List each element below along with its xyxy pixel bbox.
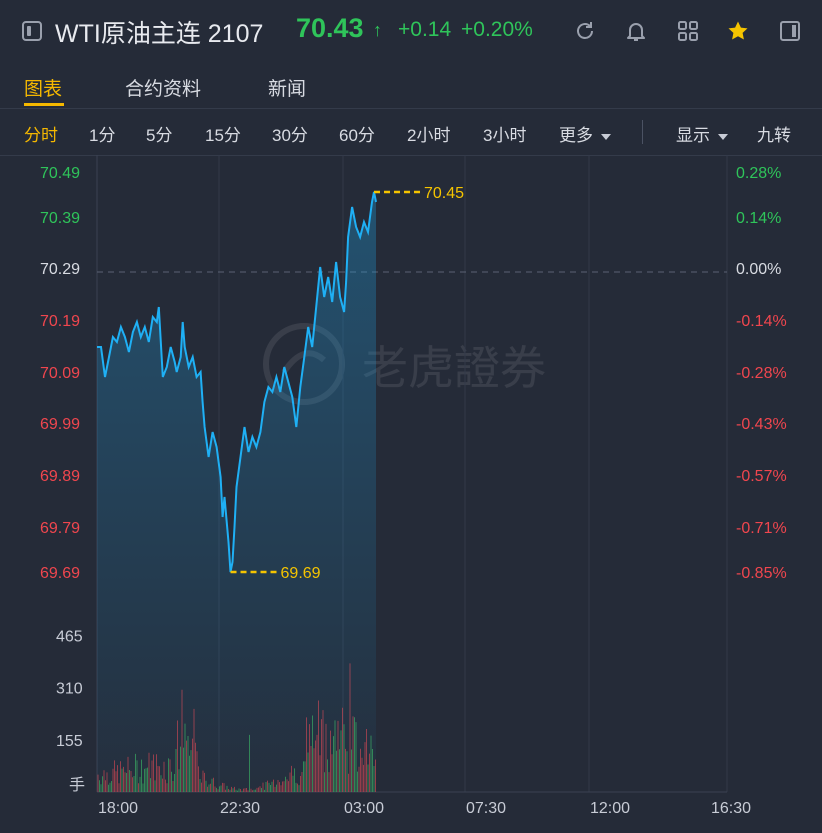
nine-turn-button[interactable]: 九转 (757, 126, 791, 145)
panel-icon[interactable] (779, 20, 801, 42)
percent-tick-label: -0.71% (736, 520, 787, 537)
watermark-text: 老虎證券 (362, 341, 546, 395)
active-tab-indicator (24, 103, 64, 106)
timeframe-bar: 分时 1分 5分 15分 30分 60分 2小时 3小时 更多 显示 九转 (0, 109, 822, 156)
price-tick-label: 69.79 (40, 520, 80, 537)
tab-chart[interactable]: 图表 (24, 79, 63, 100)
time-axis: 18:00 22:30 03:00 07:30 12:00 16:30 (98, 800, 751, 817)
percent-tick-label: -0.28% (736, 365, 787, 382)
header-bar: WTI原油主连 2107 70.43 ↑ +0.14 +0.20% (0, 0, 822, 62)
volume-tick-label: 465 (56, 629, 83, 646)
timeframe-60m[interactable]: 60分 (339, 126, 375, 145)
time-tick-label: 03:00 (344, 800, 384, 817)
time-tick-label: 07:30 (466, 800, 506, 817)
percent-axis-right: 0.28% 0.14% 0.00% -0.14% -0.28% -0.43% -0.57% -… (736, 165, 787, 582)
timeframe-3h[interactable]: 3小时 (483, 126, 527, 145)
percent-tick-label: 0.00% (736, 261, 781, 278)
more-timeframes-dropdown[interactable]: 更多 (559, 121, 611, 146)
price-tick-label: 70.29 (40, 261, 80, 278)
percent-tick-label: -0.85% (736, 565, 787, 582)
percent-tick-label: 0.14% (736, 210, 781, 227)
percent-tick-label: -0.14% (736, 313, 787, 330)
timeframe-30m[interactable]: 30分 (272, 126, 308, 145)
volume-axis: 465 310 155 手 (56, 629, 85, 794)
volume-tick-label: 310 (56, 681, 83, 698)
bell-icon[interactable] (625, 20, 647, 42)
price-tick-label: 70.19 (40, 313, 80, 330)
grid-icon[interactable] (677, 20, 699, 42)
tab-bar: 图表 合约资料 新闻 (0, 62, 822, 109)
timeframe-5m[interactable]: 5分 (146, 126, 173, 145)
price-tick-label: 70.49 (40, 165, 80, 182)
percent-tick-label: -0.57% (736, 468, 787, 485)
intraday-chart[interactable]: 70.49 70.39 70.29 70.19 70.09 69.99 69.89 69.79… (0, 155, 822, 833)
percent-tick-label: 0.28% (736, 165, 781, 182)
tab-news[interactable]: 新闻 (268, 79, 307, 100)
price-tick-label: 70.09 (40, 365, 80, 382)
timeframe-15m[interactable]: 15分 (205, 126, 241, 145)
chevron-down-icon (601, 133, 611, 140)
price-tick-label: 69.69 (40, 565, 80, 582)
price-tick-label: 70.39 (40, 210, 80, 227)
chevron-down-icon (718, 133, 728, 140)
up-arrow-icon: ↑ (373, 20, 382, 40)
high-value-label: 70.45 (424, 185, 464, 202)
volume-tick-label: 155 (56, 733, 83, 750)
price-change-percent: +0.20% (461, 18, 533, 41)
volume-unit-label: 手 (69, 776, 85, 794)
star-icon[interactable] (727, 20, 749, 42)
high-low-markers: 70.45 69.69 (230, 185, 464, 582)
time-tick-label: 12:00 (590, 800, 630, 817)
price-line (97, 191, 377, 573)
low-value-label: 69.69 (281, 565, 321, 582)
price-axis-left: 70.49 70.39 70.29 70.19 70.09 69.99 69.89 69.79… (40, 165, 80, 582)
refresh-icon[interactable] (574, 20, 596, 42)
sidebar-toggle-icon[interactable] (22, 21, 42, 41)
timeframe-2h[interactable]: 2小时 (407, 126, 451, 145)
display-label: 显示 (676, 126, 710, 145)
price-change: +0.14 (398, 18, 452, 41)
more-label: 更多 (559, 126, 593, 145)
timeframe-intraday[interactable]: 分时 (24, 126, 58, 145)
time-tick-label: 22:30 (220, 800, 260, 817)
price-tick-label: 69.89 (40, 468, 80, 485)
time-tick-label: 18:00 (98, 800, 138, 817)
display-dropdown[interactable]: 显示 (676, 121, 728, 146)
price-tick-label: 69.99 (40, 416, 80, 433)
timeframe-1m[interactable]: 1分 (89, 126, 116, 145)
tab-contract-info[interactable]: 合约资料 (125, 79, 202, 100)
last-price: 70.43 (296, 13, 364, 43)
divider (642, 120, 643, 144)
percent-tick-label: -0.43% (736, 416, 787, 433)
contract-title: WTI原油主连 2107 (55, 20, 264, 48)
time-tick-label: 16:30 (711, 800, 751, 817)
